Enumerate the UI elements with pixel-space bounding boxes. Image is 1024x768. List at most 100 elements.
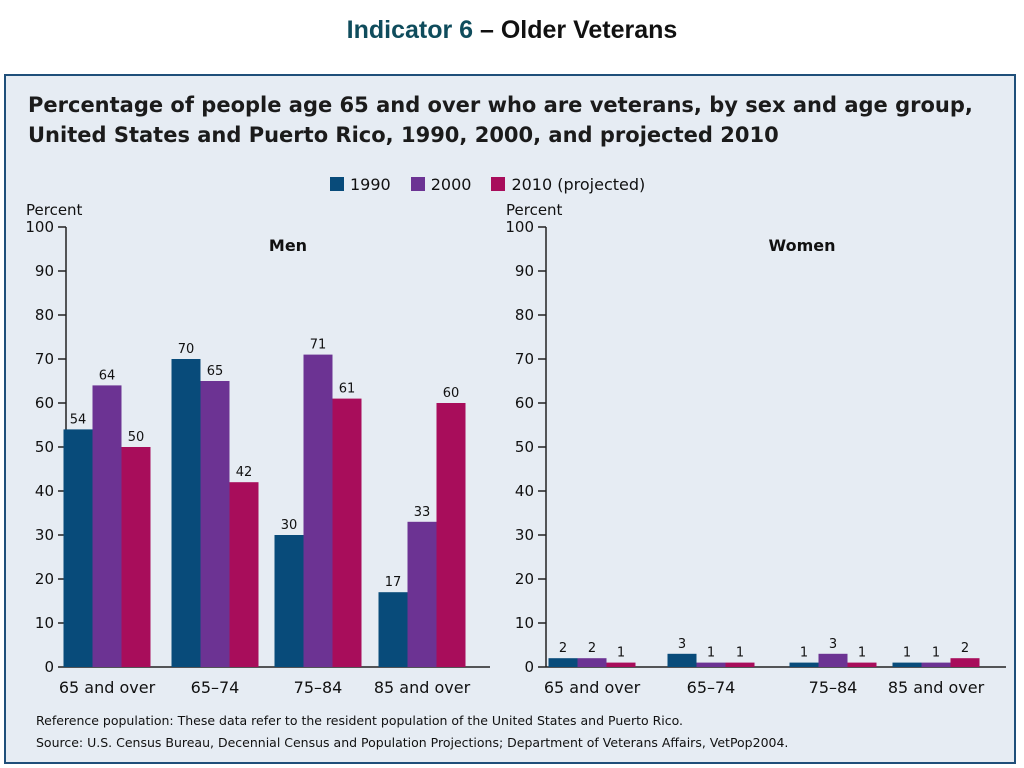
panel-2-bar xyxy=(696,662,726,667)
legend-item-2010: 2010 (projected) xyxy=(491,175,645,194)
panel-2-y-tick-label: 50 xyxy=(515,438,534,456)
panel-2-bar xyxy=(892,662,922,667)
panel-1-y-tick-label: 70 xyxy=(35,350,54,368)
panel-2-y-tick-label: 100 xyxy=(505,218,534,236)
slide-title-rest: – Older Veterans xyxy=(473,16,678,44)
panel-1-bar-label: 60 xyxy=(443,386,460,401)
legend-item-1990: 1990 xyxy=(330,175,391,194)
legend-item-2000: 2000 xyxy=(410,174,472,194)
panel-2-bar xyxy=(847,662,877,667)
legend-label-1990: 1990 xyxy=(350,174,391,194)
panel-1-bar xyxy=(121,447,151,667)
panel-1-bar xyxy=(378,592,408,667)
panel-1-y-tick-label: 30 xyxy=(35,526,54,544)
chart-plots: Percent 0 10 20 30 40 50 60 70 80 90 100 Men 54 64 50 65… xyxy=(25,201,1006,697)
panel-2-y-tick-label: 70 xyxy=(515,350,534,368)
legend-label-2010: 2010 (projected) xyxy=(511,174,646,194)
chart-notes: Reference population: These data refer t… xyxy=(36,710,996,754)
panel-1-bar xyxy=(407,521,437,667)
panel-2-category-label: 75–84 xyxy=(809,678,858,697)
panel-2-bar-label: 1 xyxy=(736,646,744,661)
panel-2-y-tick-label: 0 xyxy=(524,658,534,676)
panel-1-bar-label: 64 xyxy=(99,368,116,383)
panel-2-y-tick-label: 80 xyxy=(515,306,534,324)
panel-2-bar-label: 2 xyxy=(559,641,567,656)
legend-swatch-2010 xyxy=(491,177,506,191)
panel-2-bar xyxy=(667,653,697,667)
panel-2-bar-label: 1 xyxy=(932,646,940,661)
panel-2-bar-label: 3 xyxy=(678,637,686,652)
panel-1-y-tick-label: 10 xyxy=(35,614,54,632)
panel-2-category-label: 85 and over xyxy=(888,678,985,697)
panel-2-bar xyxy=(577,658,607,667)
panel-2-y-tick-label: 30 xyxy=(515,526,534,544)
panel-1-y-tick-label: 80 xyxy=(35,306,54,324)
panel-1-category-label: 65 and over xyxy=(59,678,156,697)
panel-1-y-tick-label: 50 xyxy=(35,438,54,456)
panel-1-bar xyxy=(200,381,230,667)
chart-panel: Percentage of people age 65 and over who… xyxy=(4,74,1016,764)
panel-2-y-tick-label: 90 xyxy=(515,262,534,280)
panel-1-bar xyxy=(303,354,333,667)
panel-1-bar xyxy=(63,429,93,667)
panel-1-category-label: 85 and over xyxy=(374,678,471,697)
panel-1-label: Men xyxy=(269,236,307,255)
panel-2-y-tick-label: 60 xyxy=(515,394,534,412)
panel-1-bar-label: 50 xyxy=(128,430,145,445)
panel-1-bar xyxy=(332,398,362,667)
panel-1-bar xyxy=(92,385,122,667)
panel-2-bar-label: 1 xyxy=(800,646,808,661)
chart-legend: 1990 2000 2010 (projected) xyxy=(330,174,665,194)
reference-note: Reference population: These data refer t… xyxy=(36,713,684,728)
panel-2-bar xyxy=(950,658,980,667)
panel-2-bar-label: 1 xyxy=(707,646,715,661)
panel-1-bar xyxy=(274,535,304,667)
legend-swatch-1990 xyxy=(330,177,344,191)
panel-2-bar-label: 1 xyxy=(617,646,625,661)
panel-1-y-tick-label: 90 xyxy=(35,262,54,280)
panel-1-bar-label: 65 xyxy=(207,364,224,379)
panel-1-y-tick-label: 20 xyxy=(35,570,54,588)
panel-2-y-axis-title: Percent xyxy=(506,201,563,219)
panel-2-bar xyxy=(548,658,578,667)
panel-1-category-label: 75–84 xyxy=(294,678,343,697)
panel-2-bar xyxy=(921,662,951,667)
panel-1-bar-label: 70 xyxy=(178,342,195,357)
source-note: Source: U.S. Census Bureau, Decennial Ce… xyxy=(36,735,789,750)
panel-1-category-label: 65–74 xyxy=(191,678,240,697)
panel-1-y-tick-label: 60 xyxy=(35,394,54,412)
panel-1-bar-label: 61 xyxy=(339,382,356,397)
panel-1-bar-label: 71 xyxy=(310,338,327,353)
panel-1-y-axis-title: Percent xyxy=(26,201,83,219)
panel-1-bar-label: 33 xyxy=(414,505,431,520)
panel-2-y-tick-label: 40 xyxy=(515,482,534,500)
chart-title-line-1: Percentage of people age 65 and over who… xyxy=(28,93,973,117)
legend-swatch-2000 xyxy=(410,177,425,191)
legend-label-2000: 2000 xyxy=(430,174,472,194)
panel-2-bar xyxy=(725,662,755,667)
panel-1-bar-label: 30 xyxy=(281,518,298,533)
panel-2-bar-label: 2 xyxy=(588,641,596,656)
slide-title: Indicator 6 – Older Veterans xyxy=(0,16,1024,45)
panel-2-y-tick-label: 10 xyxy=(515,614,534,632)
panel-1-bar-label: 54 xyxy=(70,412,87,427)
panel-2-category-label: 65–74 xyxy=(687,678,736,697)
panel-1-bar-label: 17 xyxy=(385,575,402,590)
panel-2-bar xyxy=(789,662,819,667)
panel-1-y-tick-label: 100 xyxy=(25,218,54,236)
chart-title-line-2: United States and Puerto Rico, 1990, 200… xyxy=(28,123,779,147)
panel-2-label: Women xyxy=(769,236,836,255)
panel-2-y-tick-label: 20 xyxy=(515,570,534,588)
chart-title: Percentage of people age 65 and over who… xyxy=(28,90,998,150)
panel-2-bar-label: 1 xyxy=(903,646,911,661)
slide-title-accent: Indicator 6 xyxy=(346,16,474,44)
panel-2-bar-label: 3 xyxy=(829,637,837,652)
panel-1-bar xyxy=(171,359,201,667)
panel-2-bar-label: 1 xyxy=(858,646,866,661)
panel-2-bar xyxy=(818,653,848,667)
panel-2-bar xyxy=(606,662,636,667)
panel-1-bar xyxy=(436,403,466,667)
panel-1-bar-label: 42 xyxy=(236,465,253,480)
panel-2-category-label: 65 and over xyxy=(544,678,641,697)
panel-2-bar-label: 2 xyxy=(961,641,969,656)
